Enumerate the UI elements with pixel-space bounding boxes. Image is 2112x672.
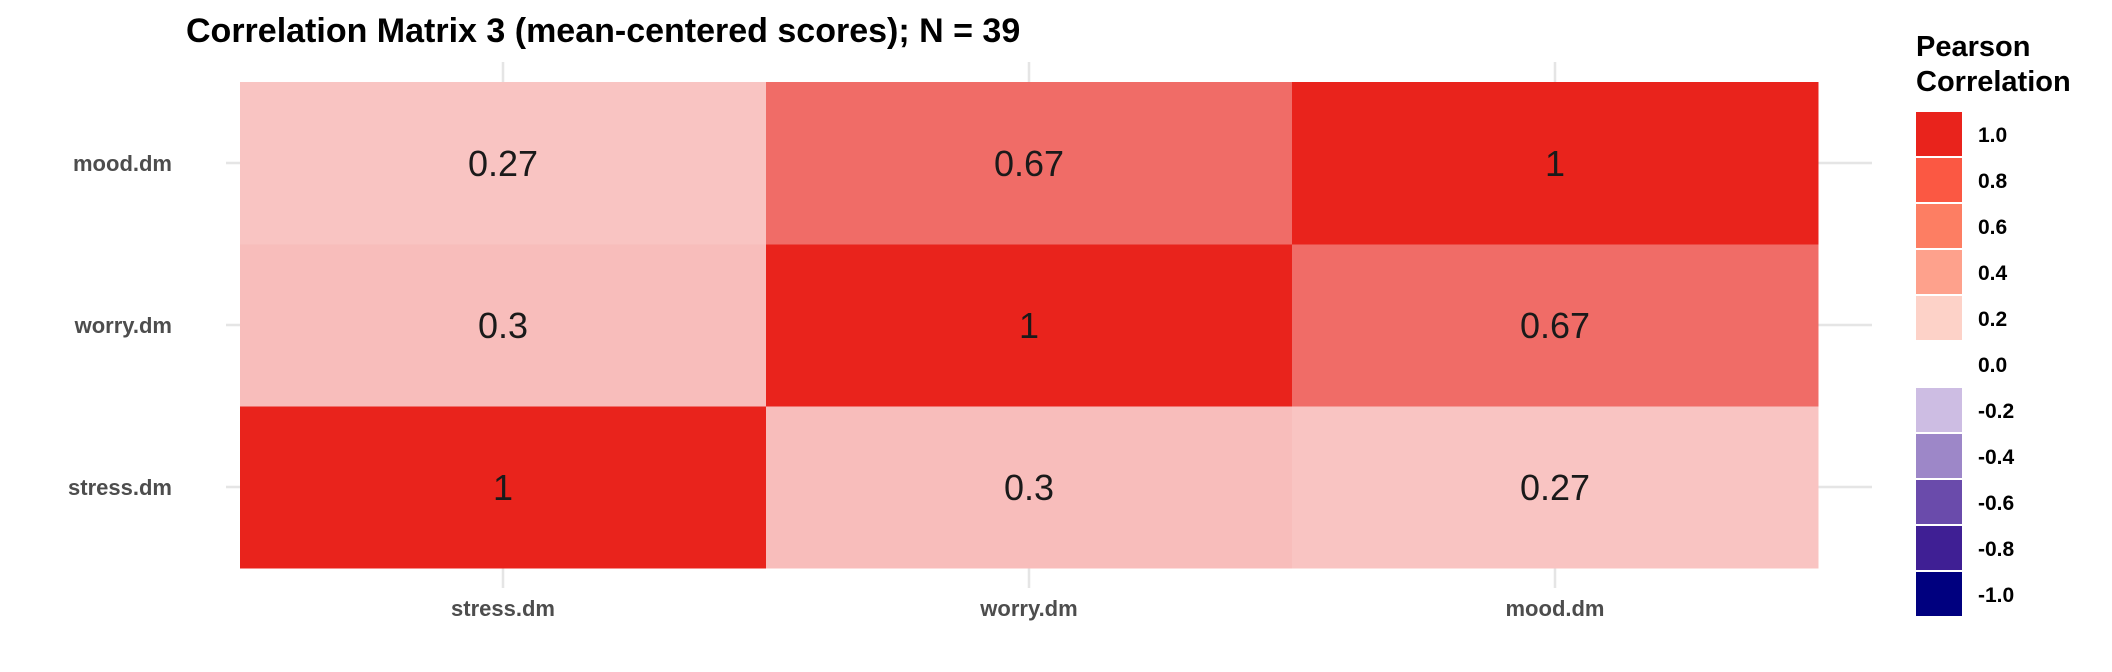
y-tick-label: mood.dm	[73, 151, 172, 176]
legend-label: 0.6	[1978, 216, 2007, 239]
cell-value-label: 1	[1545, 143, 1565, 184]
legend-label: 0.2	[1978, 308, 2007, 331]
legend-swatch	[1916, 204, 1962, 248]
heatmap-cell	[1292, 406, 1819, 569]
legend-swatch	[1916, 342, 1962, 386]
legend-swatch	[1916, 480, 1962, 524]
cell-value-label: 0.3	[1004, 467, 1054, 508]
legend-swatch	[1916, 112, 1962, 156]
legend-title-line-2: Correlation	[1916, 66, 2071, 98]
cell-value-label: 0.27	[1520, 467, 1590, 508]
legend-label: -0.8	[1978, 538, 2015, 561]
y-tick-label: stress.dm	[68, 475, 172, 500]
legend-swatch	[1916, 388, 1962, 432]
legend-label: -1.0	[1978, 584, 2014, 607]
x-tick-label: mood.dm	[1506, 596, 1605, 621]
cell-value-label: 1	[493, 467, 513, 508]
x-tick-label: worry.dm	[979, 596, 1077, 621]
heatmap-cell	[766, 82, 1293, 245]
heatmap-cell	[240, 244, 767, 407]
heatmap-cell	[240, 406, 767, 569]
heatmap-cells	[240, 82, 1819, 569]
cell-value-labels: 1 0.3 0.27 0.3 1 0.67 0.27 0.67 1	[468, 143, 1590, 508]
heatmap-cell	[1292, 82, 1819, 245]
heatmap-cell	[766, 244, 1293, 407]
cell-value-label: 0.67	[1520, 305, 1590, 346]
heatmap-cell	[1292, 244, 1819, 407]
y-tick-label: worry.dm	[74, 313, 172, 338]
legend-swatch	[1916, 434, 1962, 478]
heatmap-cell	[240, 82, 767, 245]
legend-swatch	[1916, 572, 1962, 616]
legend-label: 0.0	[1978, 354, 2007, 377]
legend-swatch	[1916, 526, 1962, 570]
cell-value-label: 0.67	[994, 143, 1064, 184]
legend-bins: 1.0 0.8 0.6 0.4 0.2 0.0 -0.2 -0.4 -0.6 -0.8 -1.0	[1916, 112, 2015, 616]
legend-title-line-1: Pearson	[1916, 31, 2030, 63]
cell-value-label: 0.27	[468, 143, 538, 184]
legend-label: 1.0	[1978, 124, 2007, 147]
x-axis-tick-labels: stress.dm worry.dm mood.dm	[451, 596, 1604, 621]
chart-title: Correlation Matrix 3 (mean-centered scor…	[186, 12, 1020, 50]
legend-label: -0.6	[1978, 492, 2014, 515]
heatmap-cell	[766, 406, 1293, 569]
cell-value-label: 0.3	[478, 305, 528, 346]
x-tick-label: stress.dm	[451, 596, 555, 621]
color-legend: Pearson Correlation 1.0 0.8 0.6 0.4 0.2 0.0 -0…	[1916, 31, 2071, 616]
legend-label: 0.4	[1978, 262, 2008, 285]
legend-swatch	[1916, 250, 1962, 294]
cell-value-label: 1	[1019, 305, 1039, 346]
legend-swatch	[1916, 296, 1962, 340]
y-axis-tick-labels: stress.dm worry.dm mood.dm	[68, 151, 172, 500]
legend-swatch	[1916, 158, 1962, 202]
legend-label: -0.2	[1978, 400, 2014, 423]
legend-label: -0.4	[1978, 446, 2015, 469]
legend-label: 0.8	[1978, 170, 2008, 193]
